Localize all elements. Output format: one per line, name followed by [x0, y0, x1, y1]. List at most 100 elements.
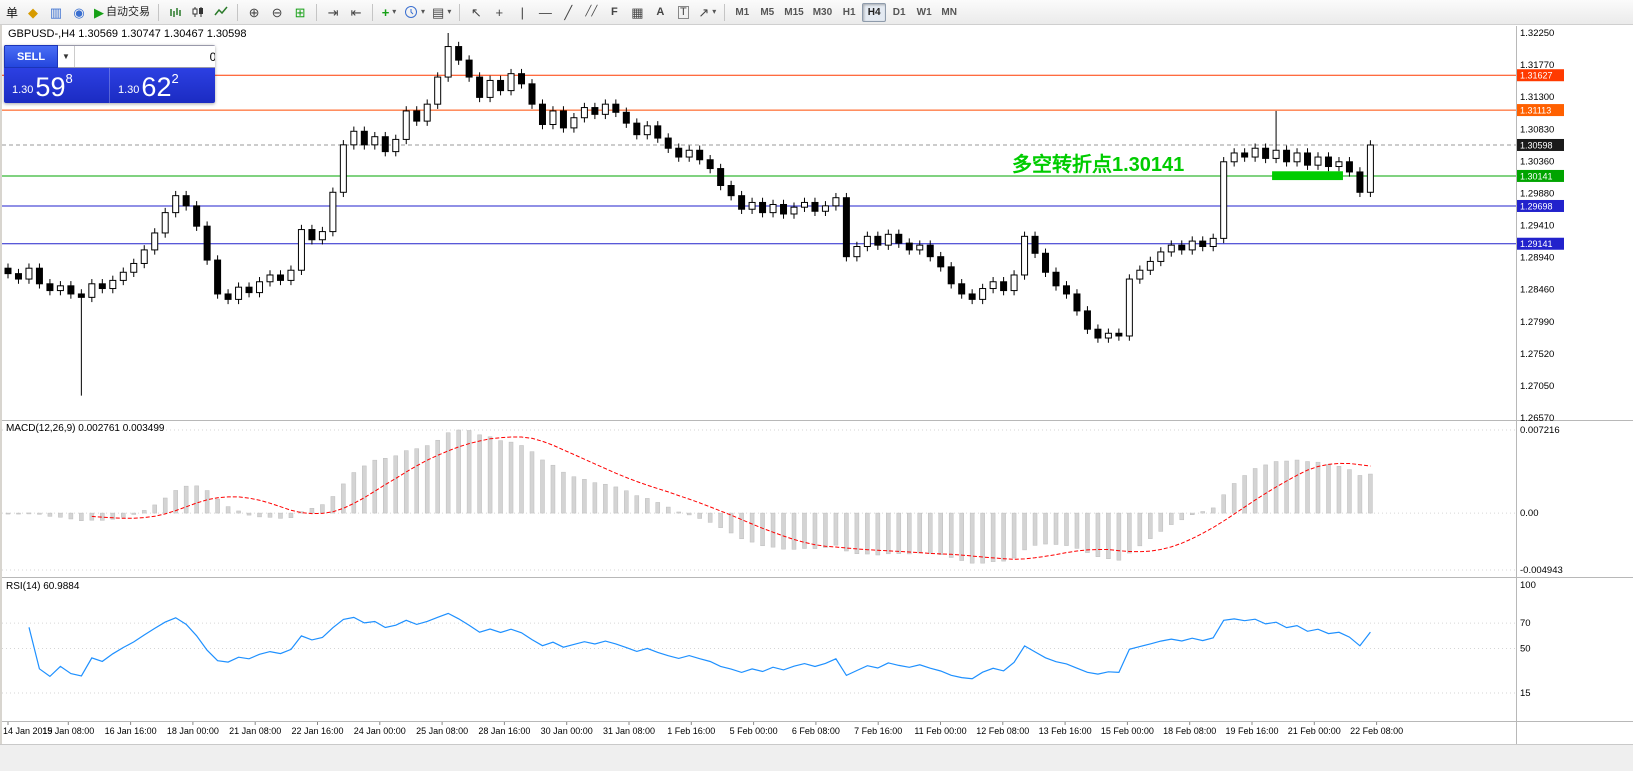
- macd-axis-label: 0.00: [1520, 508, 1539, 519]
- new-order-button[interactable]: ◆: [22, 2, 44, 23]
- candle-body: [1115, 332, 1123, 337]
- price-badge: [1517, 237, 1564, 250]
- fibonacci-button[interactable]: F: [603, 2, 625, 23]
- auto-scroll-button[interactable]: ⇥: [322, 2, 344, 23]
- charts-profile-icon: ▥: [49, 4, 63, 20]
- text-label-button[interactable]: T: [672, 2, 694, 23]
- autotrading-button[interactable]: ▶ 自动交易: [91, 2, 153, 23]
- time-axis-label: 15 Feb 00:00: [1101, 726, 1154, 736]
- candle-body: [308, 229, 316, 241]
- candle-body: [1021, 235, 1029, 276]
- candle-body: [1125, 278, 1133, 337]
- time-axis-label: 30 Jan 00:00: [541, 726, 593, 736]
- chart-shift-button[interactable]: ⇤: [345, 2, 367, 23]
- bar-chart-icon: [170, 8, 181, 17]
- timeframe-m5[interactable]: M5: [755, 3, 779, 22]
- candlestick-chart-button[interactable]: [187, 2, 209, 23]
- market-watch-button[interactable]: ◉: [68, 2, 90, 23]
- candlesticks[interactable]: [4, 33, 1374, 396]
- candle-body: [958, 283, 966, 295]
- toolbar-separator: [158, 3, 160, 21]
- candle-body: [580, 107, 588, 119]
- candle-body: [1136, 269, 1144, 280]
- volume-dropdown[interactable]: ▼: [58, 46, 75, 67]
- toolbar-separator: [316, 3, 318, 21]
- candle-body: [1220, 161, 1228, 239]
- candle-body: [1000, 281, 1008, 292]
- candle-body: [151, 232, 159, 251]
- candle-body: [444, 46, 452, 78]
- vertical-line-button[interactable]: |: [511, 2, 533, 23]
- candle-body: [392, 138, 400, 153]
- time-axis-label: 11 Feb 00:00: [914, 726, 966, 736]
- periods-button[interactable]: ▾: [401, 2, 428, 23]
- candle-body: [549, 110, 557, 126]
- candle-body: [1094, 328, 1102, 339]
- candle-body: [1146, 260, 1154, 271]
- candle-body: [1178, 244, 1186, 251]
- bar-chart-button[interactable]: [164, 2, 186, 23]
- candle-body: [1073, 293, 1081, 312]
- zoom-in-button[interactable]: ⊕: [243, 2, 265, 23]
- candle-body: [916, 244, 924, 251]
- timeframe-h1[interactable]: H1: [837, 3, 861, 22]
- time-axis-label: 5 Feb 00:00: [730, 726, 778, 736]
- candle-body: [1230, 152, 1238, 163]
- candle-body: [528, 83, 536, 105]
- candle-body: [905, 242, 913, 251]
- candle-body: [863, 235, 871, 248]
- indicators-button[interactable]: + ▾: [378, 2, 400, 23]
- one-click-trade-panel: SELL ▼ ▲▼ BUY 1.30 59 8 1.30 62 2: [4, 45, 215, 103]
- candle-body: [35, 267, 43, 285]
- green-highlight-box[interactable]: [1272, 171, 1343, 181]
- line-chart-button[interactable]: [210, 2, 232, 23]
- auto-scroll-icon: ⇥: [327, 4, 339, 20]
- profiles-button[interactable]: ▥: [45, 2, 67, 23]
- sell-price[interactable]: 1.30 59 8: [4, 68, 109, 103]
- timeframe-w1[interactable]: W1: [912, 3, 936, 22]
- candle-body: [276, 274, 284, 281]
- channel-button[interactable]: ╱╱: [580, 2, 602, 23]
- arrows-button[interactable]: ↗ ▾: [695, 2, 719, 23]
- candle-body: [1283, 149, 1291, 163]
- candle-body: [622, 111, 630, 124]
- sell-button[interactable]: SELL: [4, 45, 58, 68]
- candle-body: [685, 149, 693, 158]
- candle-body: [1052, 271, 1060, 287]
- timeframe-mn[interactable]: MN: [937, 3, 961, 22]
- time-axis-label: 13 Feb 16:00: [1039, 726, 1092, 736]
- rsi-line: [28, 612, 1371, 680]
- crosshair-button[interactable]: +: [488, 2, 510, 23]
- tile-windows-button[interactable]: ⊞: [289, 2, 311, 23]
- zoom-out-button[interactable]: ⊖: [266, 2, 288, 23]
- timeframe-m30[interactable]: M30: [809, 3, 836, 22]
- time-axis-label: 25 Jan 08:00: [416, 726, 468, 736]
- timeframe-m15[interactable]: M15: [780, 3, 807, 22]
- time-axis-label: 18 Feb 08:00: [1163, 726, 1216, 736]
- candle-body: [172, 195, 180, 214]
- templates-button[interactable]: ▤ ▾: [429, 2, 454, 23]
- trendline-button[interactable]: ╱: [557, 2, 579, 23]
- shapes-button[interactable]: ▦: [626, 2, 648, 23]
- horizontal-line-button[interactable]: —: [534, 2, 556, 23]
- rsi-axis-label: 70: [1520, 618, 1531, 629]
- candle-body: [790, 206, 798, 215]
- text-button[interactable]: A: [649, 2, 671, 23]
- timeframe-m1[interactable]: M1: [730, 3, 754, 22]
- time-axis-label: 7 Feb 16:00: [854, 726, 902, 736]
- tile-windows-icon: ⊞: [294, 4, 306, 20]
- candle-body: [968, 293, 976, 300]
- timeframe-d1[interactable]: D1: [887, 3, 911, 22]
- timeframe-h4[interactable]: H4: [862, 2, 887, 22]
- buy-price-prefix: 1.30: [118, 84, 140, 96]
- time-axis-label: 16 Jan 16:00: [105, 726, 157, 736]
- candle-body: [800, 201, 808, 208]
- price-axis-label: 1.30360: [1520, 156, 1554, 167]
- menu-text[interactable]: 单: [6, 5, 19, 20]
- candle-body: [203, 225, 211, 261]
- rsi-indicator-label: RSI(14) 60.9884: [6, 581, 80, 592]
- cursor-button[interactable]: ↖: [465, 2, 487, 23]
- volume-input[interactable]: [75, 46, 215, 67]
- buy-price[interactable]: 1.30 62 2: [109, 68, 215, 103]
